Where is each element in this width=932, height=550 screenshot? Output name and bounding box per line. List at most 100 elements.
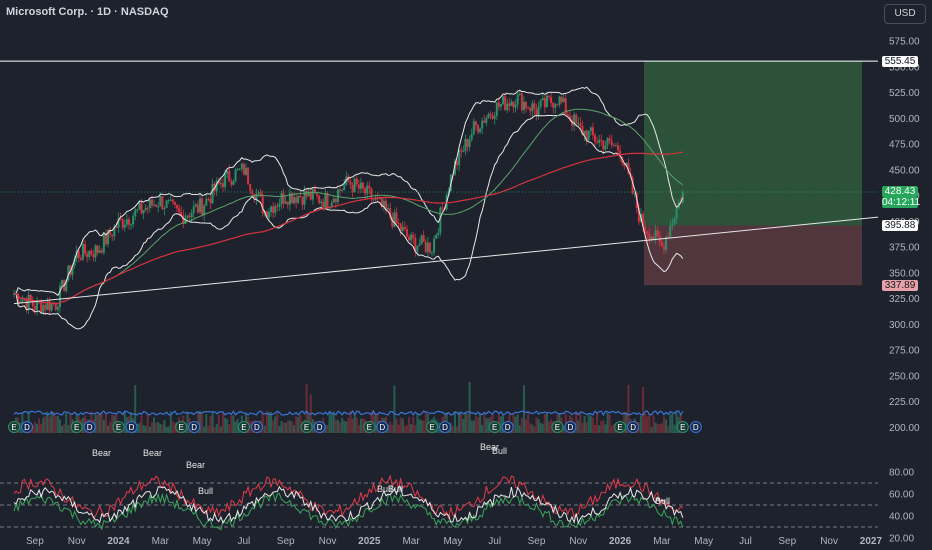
y-tick-label: 275.00 <box>889 346 920 357</box>
candle-body <box>219 183 222 185</box>
candle-body <box>625 162 628 166</box>
volume-bar <box>276 412 279 433</box>
volume-bar <box>50 411 53 433</box>
volume-bar <box>215 424 218 433</box>
candle-body <box>265 211 268 218</box>
candle-body <box>537 106 540 116</box>
event-marker-circle <box>175 421 188 433</box>
position-tool[interactable] <box>644 61 862 286</box>
candle-body <box>134 210 137 217</box>
candle-body <box>405 228 408 237</box>
candle-body <box>652 236 655 240</box>
volume-bar <box>33 421 36 433</box>
candle-body <box>322 201 325 208</box>
candle-body <box>320 201 323 203</box>
candle-body <box>98 250 101 253</box>
volume-bar <box>612 424 615 433</box>
volume-bar <box>219 426 222 433</box>
candle-body <box>167 200 170 202</box>
candle-body <box>516 94 519 105</box>
candle-body <box>278 203 281 207</box>
candle-body <box>362 182 365 189</box>
volume-bar <box>512 414 515 433</box>
event-marker-circle <box>125 421 138 433</box>
symbol-title[interactable]: Microsoft Corp. · 1D · NASDAQ <box>6 6 169 18</box>
volume-bar <box>165 426 168 433</box>
volume-bar <box>336 420 339 433</box>
volume-bar <box>610 425 613 433</box>
candle-body <box>115 226 118 228</box>
volume-bar <box>19 422 22 433</box>
candle-body <box>648 233 651 240</box>
time-axis[interactable]: Sep Nov 2024 Mar May Jul Sep Nov 2025 Mar May Jul Se… <box>26 536 882 547</box>
volume-bar <box>418 419 421 433</box>
volume-bar <box>280 421 283 433</box>
volume-bar <box>69 414 72 433</box>
event-marker-label: D <box>129 423 135 432</box>
candle-body <box>366 185 369 194</box>
candle-body <box>401 226 404 231</box>
candle-body <box>326 193 329 209</box>
event-marker-label: D <box>191 423 197 432</box>
candle-body <box>412 234 415 239</box>
candle-body <box>290 193 293 204</box>
volume-bar <box>232 415 235 433</box>
earnings-icon: E <box>676 421 689 433</box>
candle-body <box>481 120 484 129</box>
volume-bar <box>656 424 659 433</box>
volume-bar <box>405 425 408 433</box>
candle-body <box>40 302 43 313</box>
x-tick-label: 2026 <box>609 536 632 547</box>
candle-body <box>117 218 120 228</box>
x-tick-label: 2024 <box>107 536 130 547</box>
candle-body <box>512 101 515 108</box>
candle-body <box>73 258 76 266</box>
candle-body <box>612 145 615 147</box>
volume-bar <box>460 414 463 433</box>
candle-body <box>439 207 442 233</box>
candle-body <box>581 125 584 136</box>
candle-body <box>370 188 373 200</box>
candle-body <box>228 170 231 182</box>
volume-bar <box>65 412 68 433</box>
candle-body <box>479 128 482 133</box>
candle-body <box>169 199 172 201</box>
volume-bar <box>203 426 206 433</box>
y-tick-label: 300.00 <box>889 320 920 331</box>
volume-bar <box>518 425 521 433</box>
earnings-icon: E <box>112 421 125 433</box>
candle-body <box>255 193 258 200</box>
volume-ma-line <box>13 409 684 417</box>
x-tick-label: Nov <box>569 536 587 547</box>
volume-bar <box>585 422 588 433</box>
candle-body <box>587 130 590 141</box>
candle-body <box>205 199 208 206</box>
volume-bar <box>144 425 147 433</box>
candle-body <box>508 103 511 106</box>
volume-bar <box>54 415 57 433</box>
y-tick-label: 325.00 <box>889 294 920 305</box>
x-tick-label: Jul <box>488 536 501 547</box>
candle-body <box>489 113 492 116</box>
candle-body <box>153 204 156 206</box>
candle-body <box>387 207 390 210</box>
volume-bar <box>401 418 404 433</box>
candle-body <box>382 200 385 208</box>
currency-button[interactable]: USD <box>884 4 926 24</box>
candle-body <box>558 96 561 105</box>
dividend-icon: D <box>250 421 263 433</box>
candle-body <box>249 184 252 191</box>
volume-bar <box>470 420 473 433</box>
event-marker-label: D <box>87 423 93 432</box>
volume-bar <box>230 415 233 433</box>
candle-body <box>600 139 603 141</box>
earnings-icon: E <box>426 421 438 433</box>
candle-body <box>119 218 122 220</box>
candle-body <box>111 234 114 237</box>
candle-body <box>577 123 580 125</box>
candle-body <box>462 151 465 153</box>
drawing-lines[interactable] <box>0 60 879 305</box>
volume-bar <box>207 425 210 433</box>
candle-body <box>176 204 179 209</box>
